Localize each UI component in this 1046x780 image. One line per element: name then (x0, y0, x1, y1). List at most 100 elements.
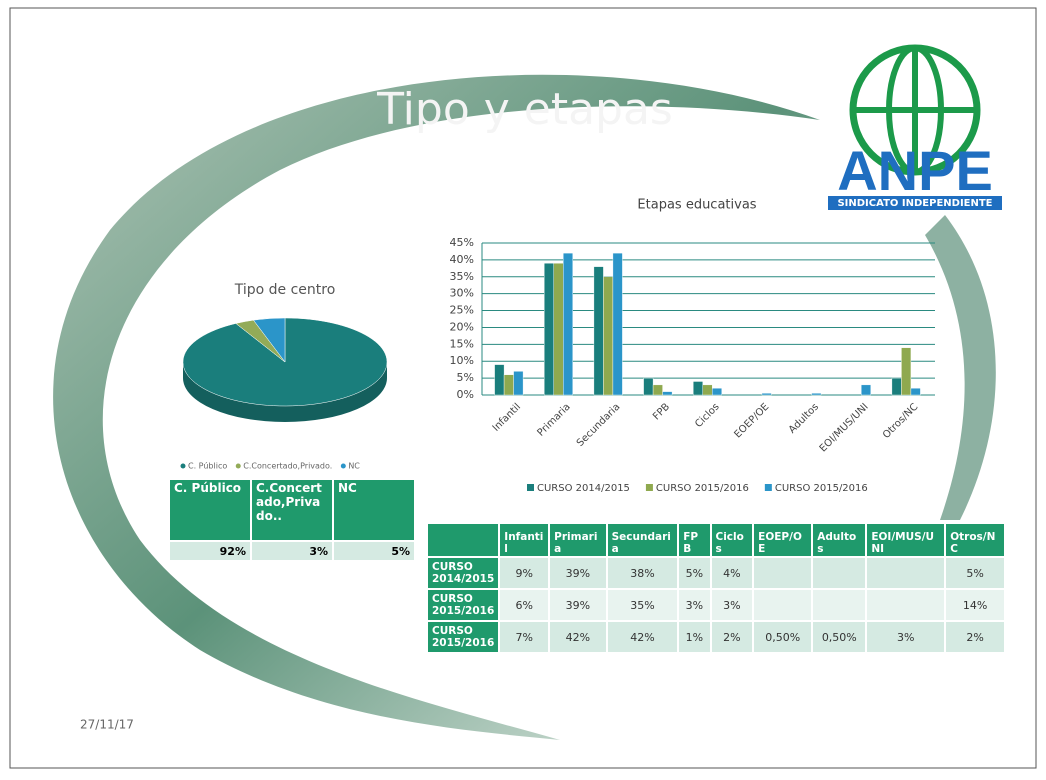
table-cell: 5% (334, 542, 414, 560)
stages-table: Infantil Primaria Secundaria FPB Ciclos EOEP/… (426, 522, 1006, 654)
table-cell (813, 590, 866, 620)
table-cell: 35% (607, 590, 678, 620)
bar (563, 252, 573, 396)
table-row: CURSO 2014/2015 9% 39% 38% 5% 4% 5% (428, 558, 1004, 588)
table-cell: 2% (946, 622, 1004, 652)
table-cell: 42% (607, 622, 678, 652)
table-cell: 6% (500, 590, 549, 620)
row-header: CURSO 2014/2015 (428, 558, 499, 588)
y-tick-label: 35% (450, 270, 474, 283)
bar (702, 384, 713, 396)
slide-title: Tipo y etapas (376, 84, 673, 135)
column-header: Otros/NC (946, 524, 1004, 556)
table-cell: 39% (550, 558, 606, 588)
legend-label: C.Concertado,Privado. (243, 462, 332, 471)
swoosh (925, 215, 996, 520)
bar (761, 393, 772, 396)
bar (652, 384, 663, 396)
table-cell (867, 590, 945, 620)
center-type-table: C. Público C.Concertado,Privado.. NC 92% 3% 5… (168, 478, 416, 562)
table-cell: 2% (711, 622, 753, 652)
pie-slice (253, 317, 286, 363)
table-row: 92% 3% 5% (170, 542, 414, 560)
column-header: Secundaria (607, 524, 678, 556)
legend-swatch (180, 463, 186, 469)
bar (544, 263, 554, 396)
table-cell: 9% (500, 558, 549, 588)
bar (593, 266, 604, 396)
slide-date: 27/11/17 (80, 718, 134, 732)
table-cell: 38% (607, 558, 678, 588)
legend-swatch (340, 463, 346, 469)
legend-swatch (645, 484, 653, 491)
bar (643, 377, 654, 396)
column-header: Infantil (500, 524, 549, 556)
bar (513, 371, 524, 396)
table-cell (754, 590, 812, 620)
column-header: Primaria (550, 524, 606, 556)
y-tick-label: 5% (457, 371, 474, 384)
table-cell: 39% (550, 590, 606, 620)
table-cell (754, 558, 812, 588)
column-header: FPB (679, 524, 710, 556)
bar (861, 384, 871, 396)
y-tick-label: 10% (450, 354, 474, 367)
column-header: EOI/MUS/UNI (867, 524, 945, 556)
table-cell: 92% (170, 542, 250, 560)
y-tick-label: 15% (450, 337, 474, 350)
table-cell: 1% (679, 622, 710, 652)
legend-label: C. Público (188, 462, 227, 471)
table-cell: 4% (711, 558, 753, 588)
bar (712, 388, 722, 396)
table-row: CURSO 2015/2016 7% 42% 42% 1% 2% 0,50% 0,50% 3% 2… (428, 622, 1004, 652)
legend-swatch (235, 463, 241, 469)
table-cell: 7% (500, 622, 549, 652)
table-cell: 3% (867, 622, 945, 652)
column-header: C. Público (170, 480, 250, 540)
column-header: Adultos (813, 524, 866, 556)
table-cell: 3% (252, 542, 332, 560)
legend-label: NC (348, 462, 360, 471)
legend-swatch (527, 484, 534, 491)
table-cell (867, 558, 945, 588)
column-header: C.Concertado,Privado.. (252, 480, 332, 540)
table-header: C. Público C.Concertado,Privado.. NC (170, 480, 414, 540)
row-header: CURSO 2015/2016 (428, 590, 499, 620)
legend-label: CURSO 2014/2015 (537, 483, 630, 494)
y-tick-label: 20% (450, 320, 474, 333)
table-header: Infantil Primaria Secundaria FPB Ciclos EOEP/… (428, 524, 1004, 556)
bar (603, 276, 614, 396)
table-cell: 3% (679, 590, 710, 620)
bar (553, 263, 564, 396)
table-cell: 3% (711, 590, 753, 620)
table-cell: 0,50% (754, 622, 812, 652)
column-header: NC (334, 480, 414, 540)
y-tick-label: 0% (457, 388, 474, 401)
table-cell: 42% (550, 622, 606, 652)
row-header: CURSO 2015/2016 (428, 622, 499, 652)
bar (662, 391, 673, 396)
y-tick-label: 40% (450, 253, 474, 266)
table-row: CURSO 2015/2016 6% 39% 35% 3% 3% 14% (428, 590, 1004, 620)
logo-name: ANPE (837, 139, 993, 202)
bar (891, 377, 902, 396)
legend-swatch (764, 484, 772, 491)
y-tick-label: 45% (450, 236, 474, 249)
table-cell: 5% (946, 558, 1004, 588)
column-header: EOEP/OE (754, 524, 812, 556)
bar (494, 364, 505, 396)
table-cell: 0,50% (813, 622, 866, 652)
column-header: Ciclos (711, 524, 753, 556)
legend-label: CURSO 2015/2016 (656, 483, 749, 494)
table-cell (813, 558, 866, 588)
bar (811, 393, 822, 396)
corner-cell (428, 524, 499, 556)
bar (910, 388, 921, 396)
logo: ANPE SINDICATO INDEPENDIENTE (828, 44, 1002, 210)
bar (612, 252, 623, 396)
chart-title: Tipo de centro (234, 282, 336, 298)
bar (901, 347, 912, 396)
pie-slice (182, 317, 388, 407)
pie-side (183, 362, 387, 422)
